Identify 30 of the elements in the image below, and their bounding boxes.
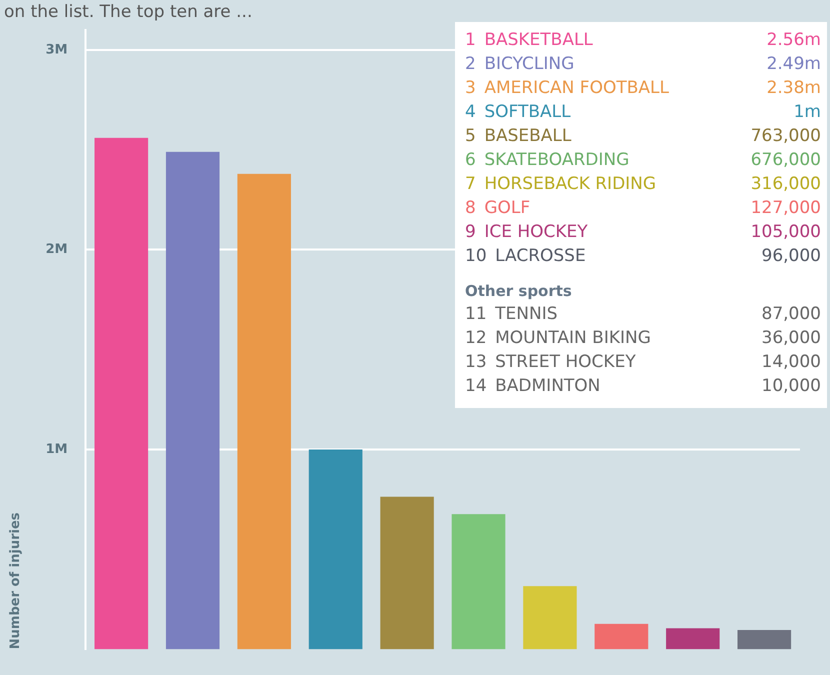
y-axis-title: Number of injuries <box>8 512 24 650</box>
bar <box>166 152 220 650</box>
chart-subtitle: on the list. The top ten are ... <box>4 2 252 22</box>
bar <box>523 586 577 650</box>
text: 8 GOLF 127,000 <box>465 198 821 218</box>
bar <box>237 174 291 650</box>
bar <box>737 630 792 650</box>
text: 6 SKATEBOARDING 676,000 <box>465 150 821 170</box>
text: 10 LACROSSE 96,000 <box>465 246 821 266</box>
bar <box>666 628 720 650</box>
text: 11 TENNIS 87,000 <box>465 304 821 324</box>
y-tick-label: 3M <box>46 42 68 58</box>
text: 2 BICYCLING 2.49m <box>465 54 821 74</box>
text: 5 BASEBALL 763,000 <box>465 126 821 146</box>
text: 3 AMERICAN FOOTBALL 2.38m <box>465 78 821 98</box>
text: 12 MOUNTAIN BIKING 36,000 <box>465 328 821 348</box>
text: 7 HORSEBACK RIDING 316,000 <box>465 174 821 194</box>
bar <box>94 138 148 650</box>
text: 13 STREET HOCKEY 14,000 <box>465 352 821 372</box>
text: 9 ICE HOCKEY 105,000 <box>465 222 821 242</box>
text: 4 SOFTBALL 1m <box>465 102 821 122</box>
bar <box>594 624 648 650</box>
bar <box>380 496 434 650</box>
text: 1 BASKETBALL 2.56m <box>465 30 821 50</box>
bar <box>452 514 506 650</box>
y-tick-label: 1M <box>46 442 68 457</box>
y-tick-label: 2M <box>46 242 68 258</box>
annotation: Other sports <box>464 281 573 302</box>
bar <box>308 449 362 650</box>
text: 14 BADMINTON 10,000 <box>465 376 821 396</box>
